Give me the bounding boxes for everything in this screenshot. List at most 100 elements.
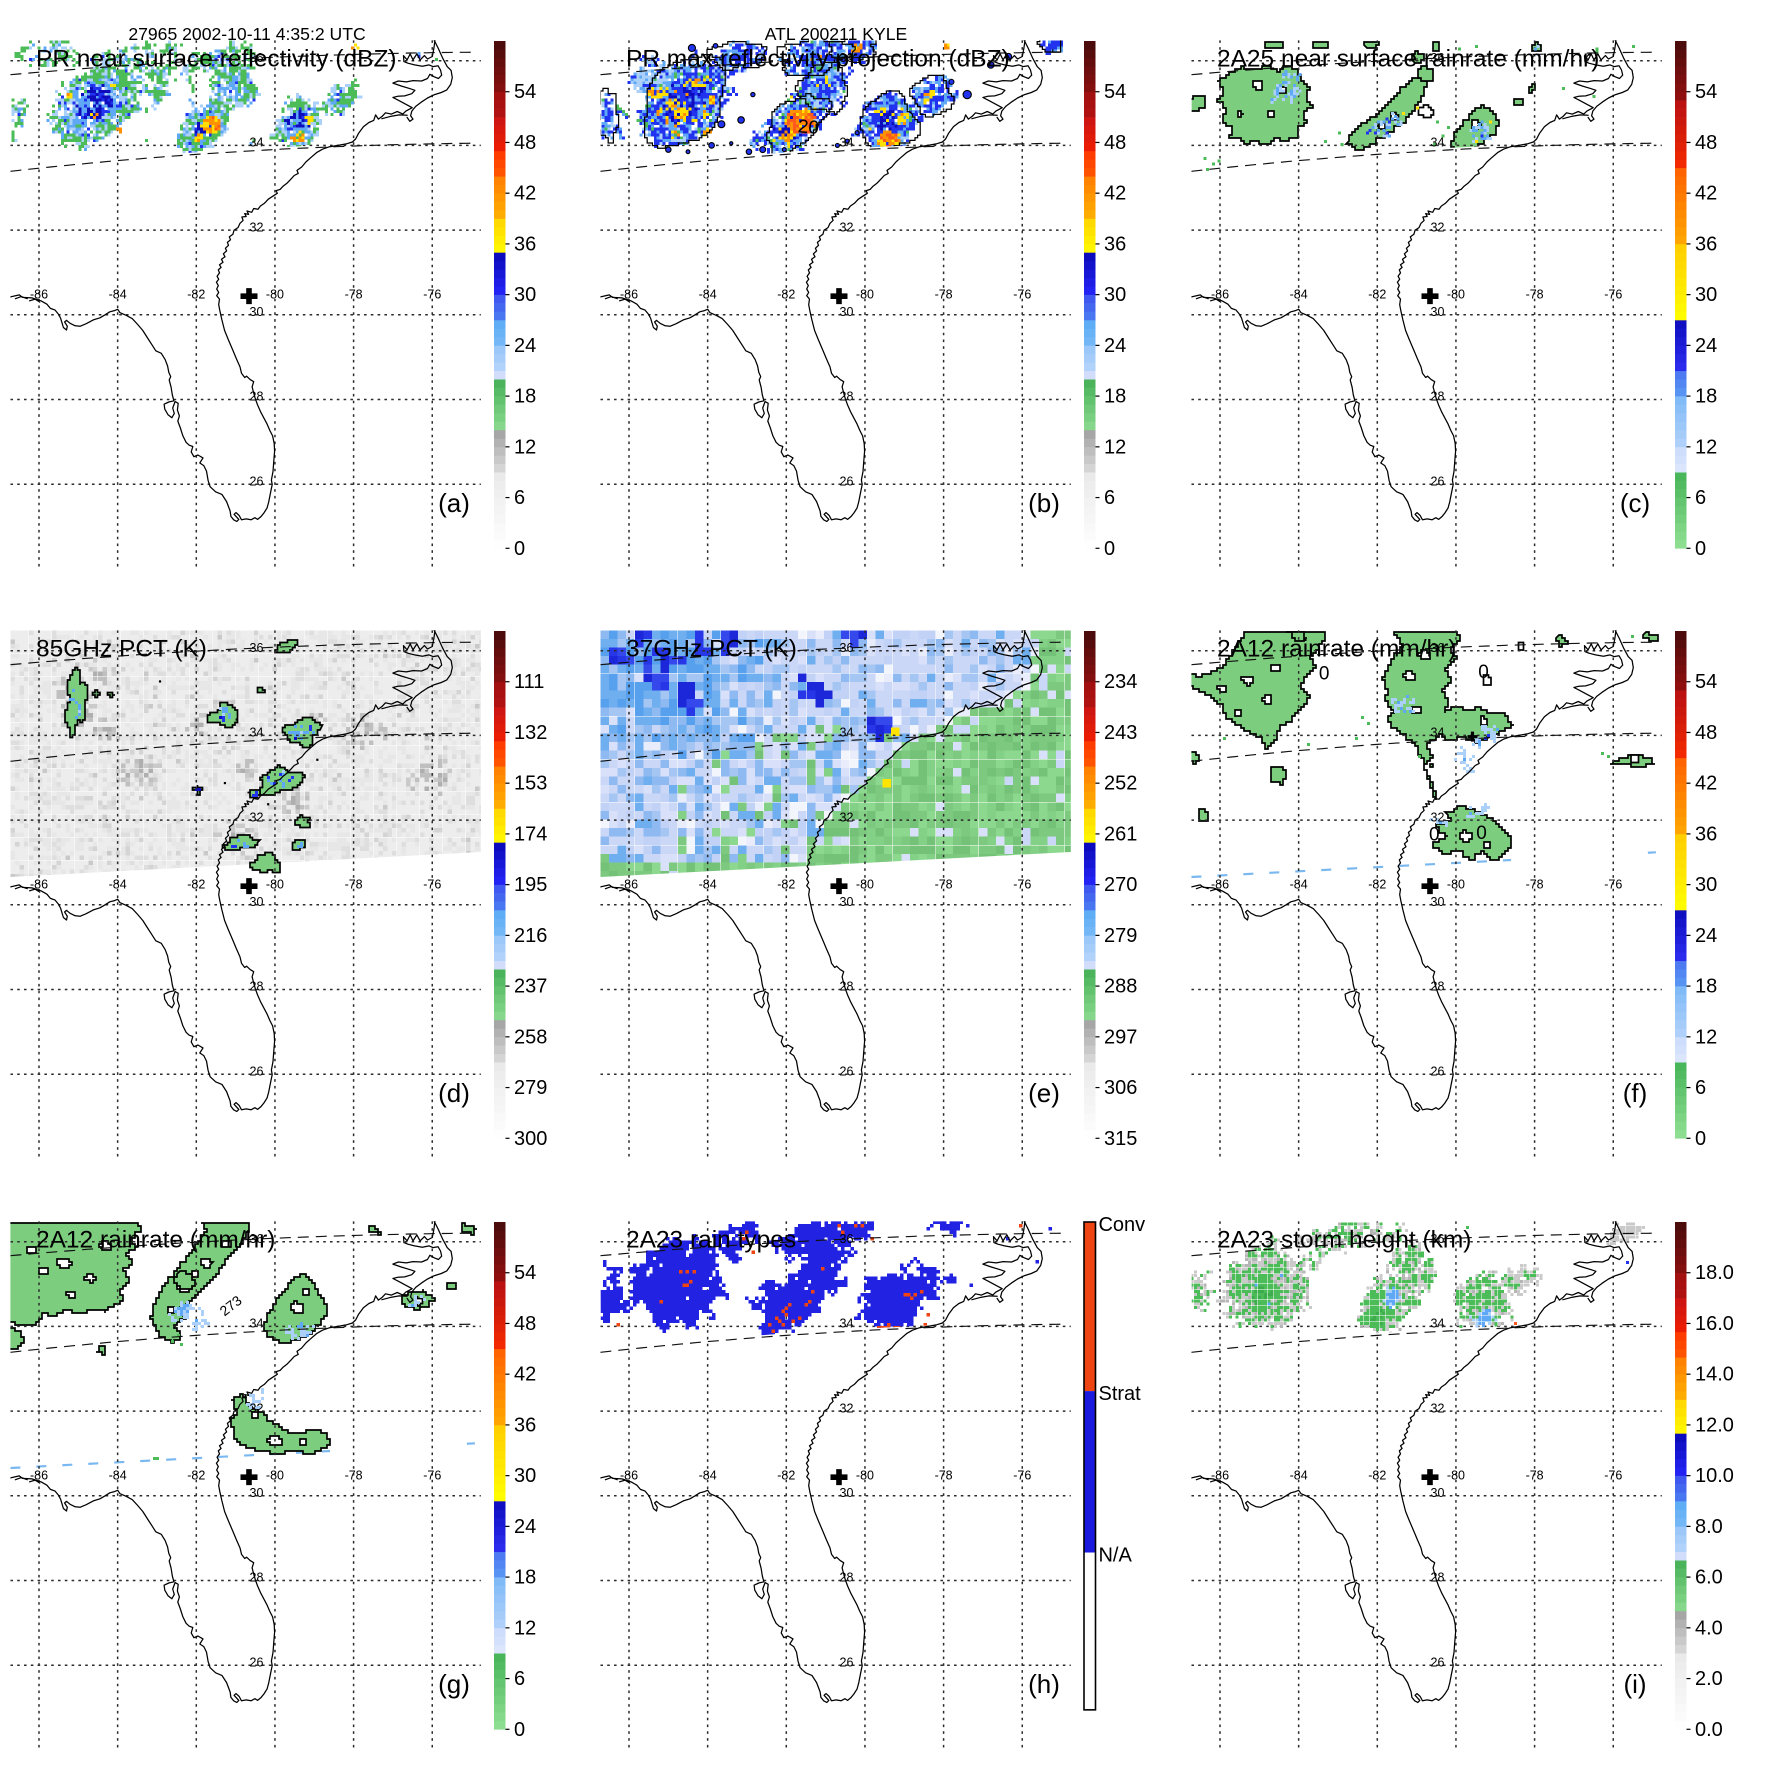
lon-label: -80: [1447, 1468, 1465, 1482]
colorbar-cell: [493, 783, 506, 793]
colorbar-cell: [493, 724, 506, 734]
data-cells: [601, 40, 1064, 163]
colorbar-cell: [1084, 1104, 1096, 1114]
colorbar-cell: [1084, 362, 1096, 372]
contour-label: 0: [1319, 664, 1330, 685]
colorbar-cell: [1084, 396, 1096, 405]
colorbar-tick-label: 36: [514, 233, 536, 255]
colorbar-tick-label: 12: [1695, 436, 1717, 458]
colorbar-cell: [1674, 944, 1687, 953]
colorbar-cell: [493, 294, 506, 304]
colorbar-cell: [1084, 901, 1096, 911]
lon-label: -76: [1604, 287, 1622, 301]
colorbar-cell: [493, 1399, 506, 1408]
colorbar-cell: [1674, 758, 1687, 767]
colorbar-cell: [493, 1407, 506, 1417]
colorbar-cell: [493, 184, 506, 194]
rain-area-patch: [1197, 808, 1209, 823]
lat-label: 28: [250, 980, 264, 994]
colorbar-cell: [1084, 472, 1096, 481]
colorbar-cell: [1674, 1686, 1687, 1696]
lon-label: -86: [1211, 878, 1229, 892]
coastline-banks: [1587, 40, 1634, 122]
colorbar-cell: [493, 851, 506, 860]
colorbar-cell: [493, 489, 506, 498]
colorbar-cell: [493, 935, 506, 945]
colorbar-cell: [1674, 690, 1687, 700]
data-cells: [969, 1226, 1053, 1287]
colorbar-cell: [1084, 910, 1096, 920]
coastline-destin1: [1195, 295, 1209, 300]
map-area-a: [10, 40, 481, 571]
colorbar-cell: [1674, 539, 1687, 549]
colorbar-cell: [493, 707, 506, 717]
colorbar-cell: [493, 210, 506, 219]
colorbar-cell: [1084, 673, 1096, 683]
colorbar-cell: [1674, 842, 1687, 852]
colorbar-cell: [1674, 1399, 1687, 1408]
colorbar-cell: [1674, 1416, 1687, 1425]
colorbar-cell: [493, 631, 506, 641]
colorbar-cell: [1084, 489, 1096, 498]
colorbar-cell: [1084, 522, 1096, 532]
colorbar-cell: [1674, 1424, 1687, 1434]
pr-swath-edge-south: [1191, 1323, 1656, 1353]
colorbar-cell: [1674, 472, 1687, 481]
colorbar-cell: [493, 480, 506, 490]
lat-label: 34: [1430, 726, 1444, 740]
panel-d: -86 -84 -82 -80 -78 -76 26 28 30 32 34 36 85GHz PCT …: [10, 630, 547, 1161]
coastline-banks: [996, 1220, 1044, 1303]
panel-letter-g: (g): [438, 1669, 470, 1699]
colorbar-cell: [1084, 1121, 1096, 1131]
coastline-destin1: [1195, 1476, 1209, 1480]
pr-swath-edge-south: [600, 732, 1065, 763]
colorbar-cell: [493, 944, 506, 953]
lon-label: -82: [1368, 287, 1386, 301]
colorbar-cell: [493, 1720, 506, 1730]
colorbar-cell: [1084, 724, 1096, 734]
lat-label: 26: [250, 1655, 264, 1669]
coastline-destin1: [14, 295, 28, 300]
colorbar-cell: [1084, 379, 1096, 388]
panel-title-i: 2A23 storm height (km): [1217, 1226, 1471, 1253]
colorbar-cell: [1674, 707, 1687, 717]
coastline-banks: [406, 630, 453, 713]
pct85-field-cells: [10, 630, 481, 878]
panel-letter-b: (b): [1028, 488, 1060, 518]
lon-label: -84: [109, 287, 127, 301]
contour-dot: [717, 120, 726, 129]
panel-letter-a: (a): [438, 488, 470, 518]
coastline-bogue: [1561, 114, 1589, 120]
contour-speck: [158, 680, 162, 683]
lon-label: -76: [423, 287, 441, 301]
colorbar-cell: [1084, 800, 1096, 810]
colorbar-tick-label: 12: [514, 1617, 536, 1639]
colorbar-cell: [493, 1517, 506, 1527]
colorbar-cell: [493, 227, 506, 236]
colorbar-cell: [1084, 969, 1096, 979]
colorbar-cell: [1084, 235, 1096, 245]
colorbar-cell: [1674, 497, 1687, 507]
colorbar-tick-label: 252: [1104, 773, 1137, 795]
colorbar-cell: [1674, 851, 1687, 860]
panel-title-g: 2A12 rainrate (mm/hr): [36, 1226, 275, 1253]
colorbar-cell: [1674, 1011, 1687, 1021]
colorbar-cell: [1084, 117, 1096, 126]
colorbar-tick-label: 174: [514, 824, 547, 846]
colorbar-cell: [1084, 665, 1096, 674]
colorbar-cell: [1674, 1070, 1687, 1080]
lat-label: 32: [1430, 811, 1444, 825]
colorbar-cell: [1084, 108, 1096, 118]
colorbar-cell: [1674, 1247, 1687, 1256]
colorbar-cell: [1674, 1331, 1687, 1341]
colorbar-cell: [493, 868, 506, 877]
colorbar-cell: [1674, 1602, 1687, 1611]
lat-label: 28: [1430, 390, 1444, 404]
colorbar-cell: [1674, 353, 1687, 363]
lat-label: 30: [840, 305, 854, 319]
colorbar-cell: [493, 1433, 506, 1442]
colorbar-cell: [493, 1610, 506, 1620]
rain-area-patch: [1416, 65, 1434, 82]
lat-label: 28: [1430, 980, 1444, 994]
colorbar-cell: [1674, 277, 1687, 287]
